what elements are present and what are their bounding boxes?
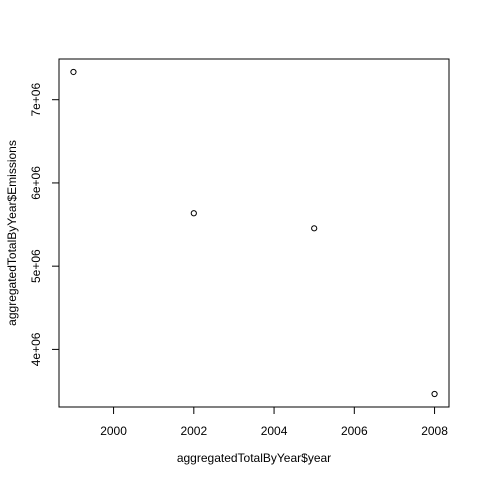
y-tick-label-4e+06: 4e+06: [29, 332, 43, 366]
data-point-1999: [70, 68, 77, 76]
y-tick-label-7e+06: 7e+06: [29, 83, 43, 117]
x-tick-label-2004: 2004: [261, 424, 288, 438]
y-axis-label: aggregatedTotalByYear$Emissions: [5, 140, 19, 326]
x-tick-label-2000: 2000: [100, 424, 127, 438]
x-tick-label-2008: 2008: [421, 424, 448, 438]
x-tick-label-2002: 2002: [180, 424, 207, 438]
plot-frame: [58, 58, 450, 408]
y-axis: 4e+06 5e+06 6e+06 7e+06: [29, 83, 59, 366]
data-points: [70, 68, 438, 398]
x-tick-label-2006: 2006: [341, 424, 368, 438]
y-tick-label-5e+06: 5e+06: [29, 249, 43, 283]
x-axis-label: aggregatedTotalByYear$year: [177, 451, 331, 465]
data-point-2002: [190, 210, 197, 217]
data-point-2008: [431, 390, 438, 398]
y-tick-label-6e+06: 6e+06: [29, 166, 43, 200]
data-point-2005: [311, 225, 318, 232]
x-axis: 2000 2002 2004 2006 2008: [100, 407, 448, 438]
